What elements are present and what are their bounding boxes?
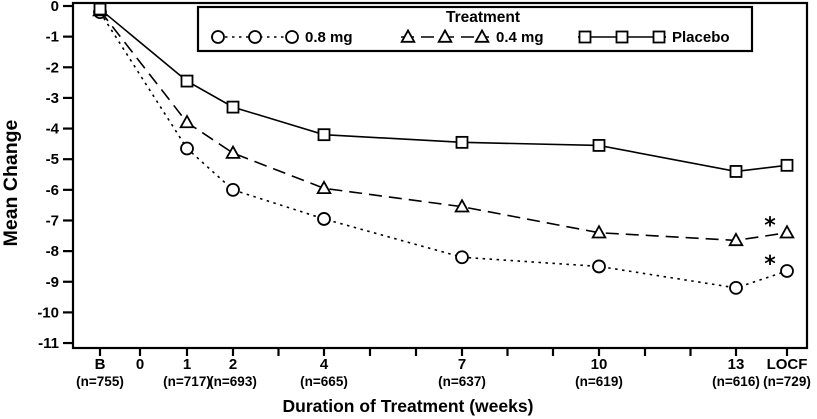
- x-axis-tick-label: 2: [229, 356, 237, 373]
- legend-entry-label: 0.4 mg: [496, 29, 544, 46]
- data-point-circle: [317, 212, 331, 226]
- x-axis-tick-label: 0: [136, 356, 144, 373]
- data-point-triangle: [179, 114, 195, 129]
- data-point-circle: [226, 182, 240, 197]
- data-point-square: [780, 158, 794, 172]
- legend-marker-triangle: [474, 28, 490, 43]
- x-axis-tick-label: LOCF: [767, 356, 808, 373]
- y-axis-tick-label: -10: [37, 304, 59, 321]
- y-axis-tick-label: -3: [46, 90, 59, 107]
- legend-entry-label: 0.8 mg: [305, 29, 353, 46]
- legend-marker-square: [615, 30, 629, 44]
- legend-marker-square: [652, 30, 666, 44]
- data-point-triangle: [225, 144, 241, 159]
- data-point-circle: [592, 259, 606, 274]
- y-axis-tick-label: 0: [51, 0, 59, 15]
- series-line-triangle: [99, 10, 788, 242]
- data-point-triangle: [591, 224, 607, 239]
- data-point-circle: [180, 141, 194, 156]
- significance-asterisk: *: [764, 214, 776, 239]
- data-point-triangle: [316, 179, 332, 195]
- data-point-triangle: [728, 232, 744, 247]
- sample-size-label: (n=619): [575, 374, 623, 389]
- data-point-circle: [455, 250, 469, 265]
- chart-generated-content: 0 -1 -2 -3 -4 -5 -6 -7 -8 -9 -10 -11 B(n=755) 0 1(n=71…: [37, 0, 811, 389]
- y-axis-tick-label: -11: [38, 335, 59, 352]
- legend-marker-triangle: [400, 28, 416, 43]
- y-axis-tick-label: -8: [46, 243, 59, 260]
- x-axis-tick-label: 7: [458, 356, 466, 373]
- data-point-circle: [729, 280, 743, 295]
- data-point-square: [455, 135, 469, 149]
- y-axis-title: Mean Change: [0, 119, 22, 246]
- data-point-square: [317, 128, 331, 142]
- data-point-square: [180, 74, 194, 88]
- legend-title: Treatment: [446, 9, 520, 26]
- plot-frame: [71, 1, 809, 350]
- y-axis-tick-label: -5: [46, 151, 59, 168]
- y-axis-tick-label: -6: [46, 182, 59, 199]
- series-line-square: [99, 8, 788, 173]
- legend-marker-circle: [248, 30, 262, 44]
- data-point-triangle: [779, 224, 795, 239]
- sample-size-label: (n=693): [209, 374, 257, 389]
- y-axis-tick-label: -2: [46, 59, 59, 76]
- x-axis-tick-label: 10: [591, 356, 608, 373]
- x-axis-tick-label: B: [95, 356, 106, 373]
- x-axis-title: Duration of Treatment (weeks): [283, 396, 534, 416]
- x-axis-tick-label: 4: [320, 356, 329, 373]
- data-point-circle: [780, 264, 794, 278]
- significance-asterisk: *: [764, 252, 776, 277]
- data-point-square: [592, 139, 606, 152]
- sample-size-label: (n=665): [300, 374, 348, 389]
- data-point-square: [93, 2, 107, 16]
- data-point-square: [729, 165, 743, 178]
- legend-marker-triangle: [437, 28, 453, 43]
- series-line-circle: [99, 11, 788, 289]
- sample-size-label: (n=755): [76, 374, 124, 389]
- legend-marker-square: [578, 30, 592, 44]
- sample-size-label: (n=717): [163, 374, 211, 389]
- sample-size-label: (n=637): [438, 374, 486, 389]
- data-point-triangle: [454, 198, 470, 213]
- y-axis-tick-label: -9: [46, 274, 59, 291]
- x-axis-tick-label: 13: [728, 356, 745, 373]
- legend-marker-circle: [211, 30, 225, 44]
- y-axis-tick-label: -4: [46, 121, 60, 138]
- data-point-square: [226, 100, 240, 114]
- sample-size-label: (n=729): [763, 374, 811, 389]
- legend-entry-label: Placebo: [672, 29, 730, 46]
- x-axis-tick-label: 1: [183, 356, 191, 373]
- legend-marker-circle: [285, 30, 299, 44]
- sample-size-label: (n=616): [712, 374, 760, 389]
- y-axis-tick-label: -7: [46, 212, 59, 229]
- y-axis-tick-label: -1: [46, 29, 59, 46]
